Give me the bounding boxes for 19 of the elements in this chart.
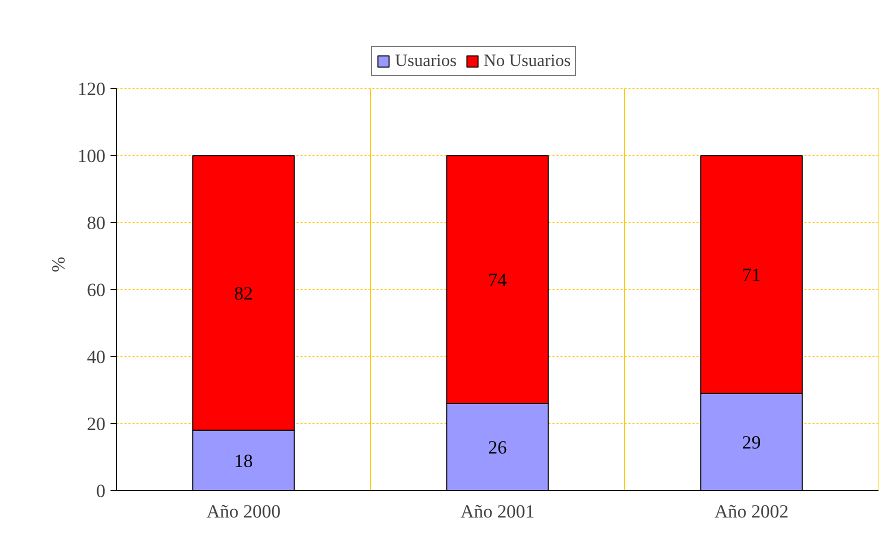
data-label: 71 xyxy=(742,265,761,286)
data-label: 29 xyxy=(742,432,761,454)
data-label: 18 xyxy=(234,450,253,472)
data-label: 26 xyxy=(488,437,507,458)
y-axis-title: % xyxy=(48,256,70,272)
y-tick-label: 40 xyxy=(86,347,106,368)
legend-label: Usuarios xyxy=(395,51,457,71)
x-tick-label: Año 2001 xyxy=(460,502,535,522)
data-label: 74 xyxy=(488,270,508,292)
legend-label: No Usuarios xyxy=(484,51,571,71)
y-tick-label: 60 xyxy=(86,280,106,302)
data-label: 82 xyxy=(234,283,253,304)
y-tick-label: 80 xyxy=(86,213,106,234)
x-tick-label: Año 2002 xyxy=(714,502,789,522)
x-tick-label: Año 2000 xyxy=(206,502,281,522)
y-tick-label: 120 xyxy=(78,79,106,100)
y-tick-label: 0 xyxy=(96,481,106,502)
y-tick-label: 100 xyxy=(78,146,106,168)
y-tick-label: 20 xyxy=(86,414,106,436)
